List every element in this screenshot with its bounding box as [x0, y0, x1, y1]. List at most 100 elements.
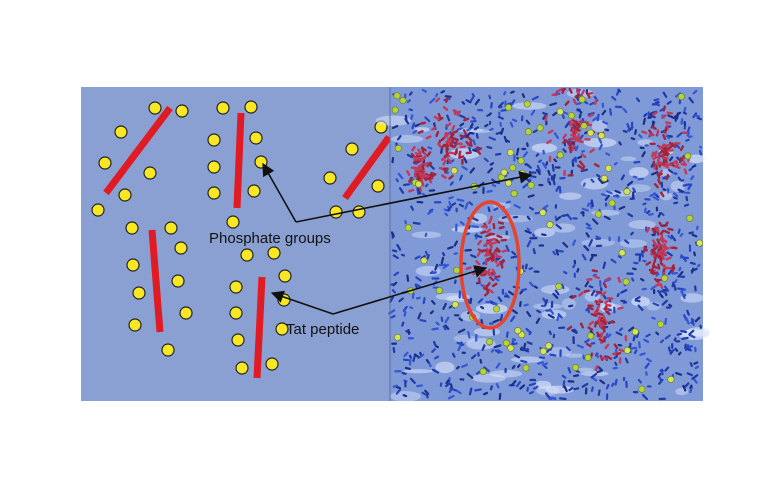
- peptide-fragment: [615, 351, 622, 356]
- ion-molecule: [449, 181, 454, 186]
- ion-molecule: [445, 169, 449, 175]
- ion-molecule: [426, 254, 430, 260]
- ion-molecule: [681, 336, 689, 340]
- ion-molecule: [469, 122, 474, 129]
- ion-molecule: [465, 99, 472, 104]
- ion-molecule: [461, 363, 469, 368]
- peptide-fragment: [425, 135, 432, 140]
- water-highlight: [627, 184, 651, 193]
- ion-molecule: [630, 231, 634, 236]
- ion-molecule: [469, 96, 475, 103]
- peptide-fragment: [667, 227, 674, 231]
- ion-molecule: [431, 299, 436, 305]
- ion-molecule: [674, 372, 683, 376]
- ion-molecule: [434, 355, 440, 360]
- phosphate-groups-label: Phosphate groups: [209, 230, 331, 247]
- ion-molecule: [409, 306, 414, 310]
- ion-molecule: [638, 133, 643, 139]
- ion-molecule: [425, 391, 429, 399]
- ion-molecule: [519, 300, 522, 308]
- water-highlight: [670, 180, 685, 192]
- ion-molecule: [515, 147, 520, 156]
- ion-molecule: [585, 222, 591, 227]
- peptide-fragment: [568, 146, 573, 154]
- phosphate-sphere: [555, 282, 563, 290]
- peptide-fragment: [602, 319, 607, 326]
- phosphate-circle: [249, 131, 263, 145]
- peptide-fragment: [653, 256, 657, 263]
- peptide-fragment: [456, 110, 461, 117]
- ion-molecule: [590, 178, 595, 183]
- ion-molecule: [614, 378, 618, 386]
- ion-molecule: [618, 327, 624, 332]
- peptide-fragment: [426, 161, 431, 168]
- ion-molecule: [667, 235, 673, 240]
- peptide-fragment: [648, 268, 655, 274]
- ion-molecule: [400, 253, 406, 257]
- ion-molecule: [622, 129, 628, 134]
- ion-molecule: [561, 114, 565, 119]
- water-highlight: [471, 373, 506, 383]
- ion-molecule: [527, 194, 535, 198]
- peptide-aggregates: [406, 87, 690, 372]
- peptide-fragment: [655, 253, 661, 259]
- ion-molecule: [471, 116, 476, 120]
- phosphate-circle: [267, 246, 281, 260]
- ion-molecule: [392, 384, 399, 388]
- peptide-fragment: [664, 143, 671, 148]
- ion-molecule: [541, 162, 547, 169]
- ion-molecule: [548, 397, 556, 401]
- ion-molecule: [446, 205, 453, 212]
- ion-molecule: [683, 106, 687, 112]
- ion-molecule: [440, 316, 444, 323]
- ion-molecule: [510, 90, 515, 94]
- ion-molecule: [640, 250, 644, 258]
- peptide-fragment: [421, 146, 425, 153]
- peptide-fragment: [496, 262, 502, 268]
- ion-molecule: [554, 92, 561, 95]
- phosphate-sphere: [622, 278, 630, 286]
- peptide-fragment: [570, 294, 577, 300]
- ion-molecule: [461, 101, 466, 105]
- ion-molecule: [597, 366, 604, 372]
- ion-molecule: [510, 380, 517, 387]
- peptide-fragment: [408, 176, 413, 183]
- ion-molecule: [680, 288, 687, 293]
- ion-molecule: [655, 272, 660, 277]
- ion-molecule: [484, 123, 489, 128]
- ion-molecule: [422, 297, 426, 305]
- ion-molecule: [582, 354, 586, 360]
- peptide-fragment: [445, 96, 449, 103]
- phosphate-sphere: [415, 180, 423, 188]
- peptide-fragment: [593, 275, 600, 280]
- phosphate-sphere: [631, 328, 639, 336]
- ion-molecule: [401, 371, 407, 375]
- ion-molecule: [699, 145, 703, 149]
- tat-peptide-bar: [342, 134, 392, 201]
- ion-molecule: [590, 386, 594, 392]
- peptide-fragment: [605, 303, 612, 307]
- ion-molecule: [410, 205, 415, 211]
- ion-molecule: [662, 188, 667, 192]
- ion-molecule: [444, 212, 449, 217]
- peptide-fragment: [485, 281, 491, 288]
- ion-molecule: [402, 305, 408, 312]
- peptide-fragment: [661, 114, 667, 119]
- ion-molecule: [481, 344, 486, 352]
- ion-molecule: [641, 393, 649, 401]
- ion-molecule: [511, 118, 518, 123]
- peptide-fragment: [642, 246, 647, 253]
- peptide-fragment: [493, 250, 499, 257]
- phosphate-sphere: [522, 364, 530, 372]
- ion-molecule: [570, 169, 574, 176]
- peptide-fragment: [588, 320, 595, 326]
- ion-molecule: [563, 385, 568, 393]
- ion-molecule: [449, 383, 453, 389]
- ion-molecule: [605, 152, 611, 156]
- peptide-fragment: [452, 130, 459, 135]
- ion-molecule: [408, 91, 413, 96]
- ion-molecule: [651, 171, 659, 176]
- peptide-fragment: [593, 163, 600, 168]
- phosphate-circle: [216, 101, 230, 115]
- ion-molecule: [507, 290, 514, 296]
